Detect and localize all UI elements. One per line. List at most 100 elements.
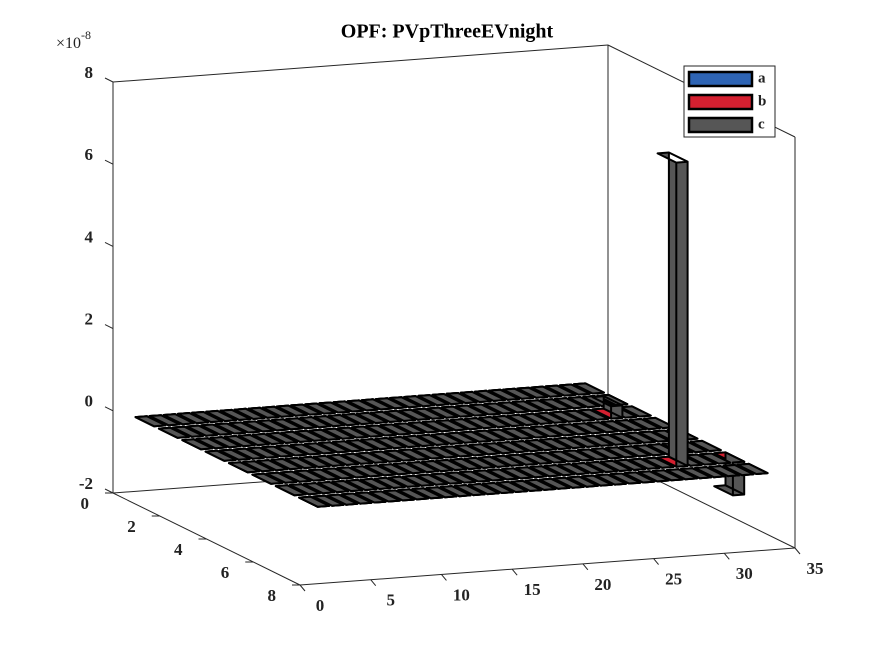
x-tick-label: 25	[665, 569, 682, 588]
bar	[416, 433, 449, 446]
bar	[172, 425, 204, 438]
bar	[379, 423, 412, 436]
bar	[464, 417, 497, 430]
bar	[195, 437, 228, 450]
bar	[473, 389, 506, 402]
bar	[435, 459, 468, 471]
bar	[341, 413, 374, 425]
bar	[407, 421, 440, 434]
bar	[680, 467, 712, 480]
bar	[628, 457, 661, 470]
bar	[205, 409, 238, 422]
bar	[402, 474, 435, 487]
bar	[228, 421, 261, 434]
x-tick-label: 30	[736, 564, 753, 583]
bar	[459, 430, 492, 443]
bar	[520, 412, 553, 425]
bar	[354, 491, 387, 504]
bar	[270, 458, 303, 471]
bar	[530, 385, 563, 398]
bar	[351, 425, 383, 438]
bar	[247, 446, 280, 459]
bar	[317, 481, 350, 494]
bar	[148, 414, 181, 427]
z-tick	[104, 488, 114, 494]
bar	[346, 439, 379, 452]
bar	[506, 413, 539, 426]
bar	[619, 405, 652, 418]
bar	[387, 475, 420, 488]
bar	[425, 486, 458, 499]
bar	[209, 436, 242, 449]
bar	[308, 428, 341, 441]
bar	[585, 461, 618, 473]
bar	[439, 485, 472, 498]
bar	[398, 408, 431, 421]
bar	[191, 411, 224, 423]
bar	[308, 468, 340, 481]
x-tick	[441, 574, 447, 581]
bar	[487, 428, 520, 441]
bar	[355, 411, 388, 424]
bar	[392, 462, 425, 475]
bar	[389, 396, 422, 409]
x-tick-label: 0	[316, 596, 325, 615]
bar	[591, 395, 624, 420]
x-tick	[582, 563, 589, 571]
bar	[312, 494, 345, 507]
bar	[350, 465, 383, 478]
z-tick-label: 2	[85, 310, 94, 329]
bar	[233, 407, 266, 420]
bar	[417, 394, 450, 407]
bar	[252, 432, 284, 445]
bar	[360, 438, 393, 451]
bar	[280, 430, 313, 443]
bar	[346, 399, 379, 412]
bar	[539, 398, 572, 411]
legend-swatch	[687, 116, 754, 134]
bar	[524, 478, 557, 491]
x-tick	[723, 552, 730, 560]
bar	[562, 449, 595, 462]
x-tick-label: 5	[386, 591, 395, 610]
bar	[609, 432, 642, 445]
bar	[553, 436, 586, 449]
bar	[651, 469, 684, 482]
bar	[483, 402, 516, 415]
bar	[572, 422, 605, 435]
bar	[318, 401, 351, 414]
bar	[411, 447, 444, 460]
z-tick-label: 8	[85, 63, 94, 82]
bar	[529, 425, 562, 438]
bar	[478, 416, 511, 429]
bar	[383, 449, 416, 462]
bar	[261, 445, 294, 458]
bar	[549, 410, 581, 423]
bar	[312, 454, 345, 467]
bar	[397, 488, 430, 501]
bar	[232, 447, 265, 460]
bar	[722, 464, 755, 477]
bar	[200, 423, 233, 436]
bar	[600, 420, 633, 433]
bar	[595, 433, 628, 446]
bar	[317, 441, 350, 454]
bar	[577, 408, 610, 421]
bar	[407, 461, 439, 474]
z-tick	[104, 324, 114, 330]
bar	[247, 406, 280, 419]
bar	[359, 477, 392, 490]
bar	[360, 398, 393, 411]
bar	[322, 467, 355, 480]
bar	[515, 426, 548, 439]
x-tick	[653, 558, 659, 565]
bar	[486, 468, 519, 481]
bar	[440, 405, 473, 418]
z-tick	[104, 159, 114, 165]
bar	[393, 422, 426, 435]
axis-box-edge	[112, 44, 609, 83]
bar	[609, 472, 642, 485]
bar	[378, 463, 411, 476]
z-tick-label: 4	[85, 227, 94, 246]
bar	[290, 403, 323, 416]
